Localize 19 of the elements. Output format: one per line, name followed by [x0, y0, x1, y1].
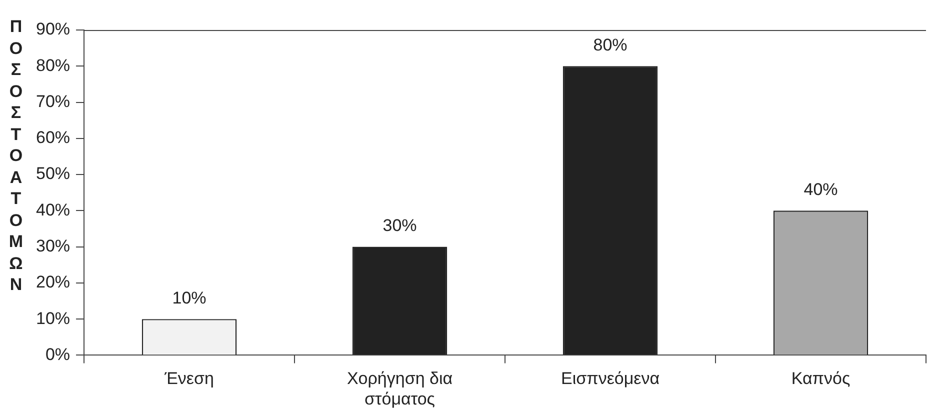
x-tick-label: Καπνός — [791, 369, 850, 388]
y-tick-label: 30% — [36, 236, 70, 256]
y-tick-label: 50% — [36, 164, 70, 184]
y-tick-label: 40% — [36, 200, 70, 220]
y-tick-label: 90% — [36, 20, 70, 39]
y-tick-label: 60% — [36, 128, 70, 148]
data-label: 40% — [804, 180, 838, 199]
y-tick-label: 70% — [36, 92, 70, 111]
x-tick-label: Χορήγηση δια στόματος — [346, 369, 453, 408]
x-tick-label: Εισπνεόμενα — [560, 369, 660, 388]
data-label: 80% — [593, 35, 628, 54]
x-tick-label: Ένεση — [164, 369, 214, 388]
y-tick-label: 0% — [45, 344, 70, 364]
y-tick-label: 20% — [36, 272, 70, 292]
y-tick-label: 10% — [36, 308, 70, 328]
data-label: 30% — [382, 216, 417, 235]
text: ΠΟΣΟΣΤΟ ΑΤΟΜΩΝ — [8, 17, 24, 294]
data-label: 10% — [172, 288, 206, 308]
y-tick-label: 80% — [36, 56, 70, 75]
